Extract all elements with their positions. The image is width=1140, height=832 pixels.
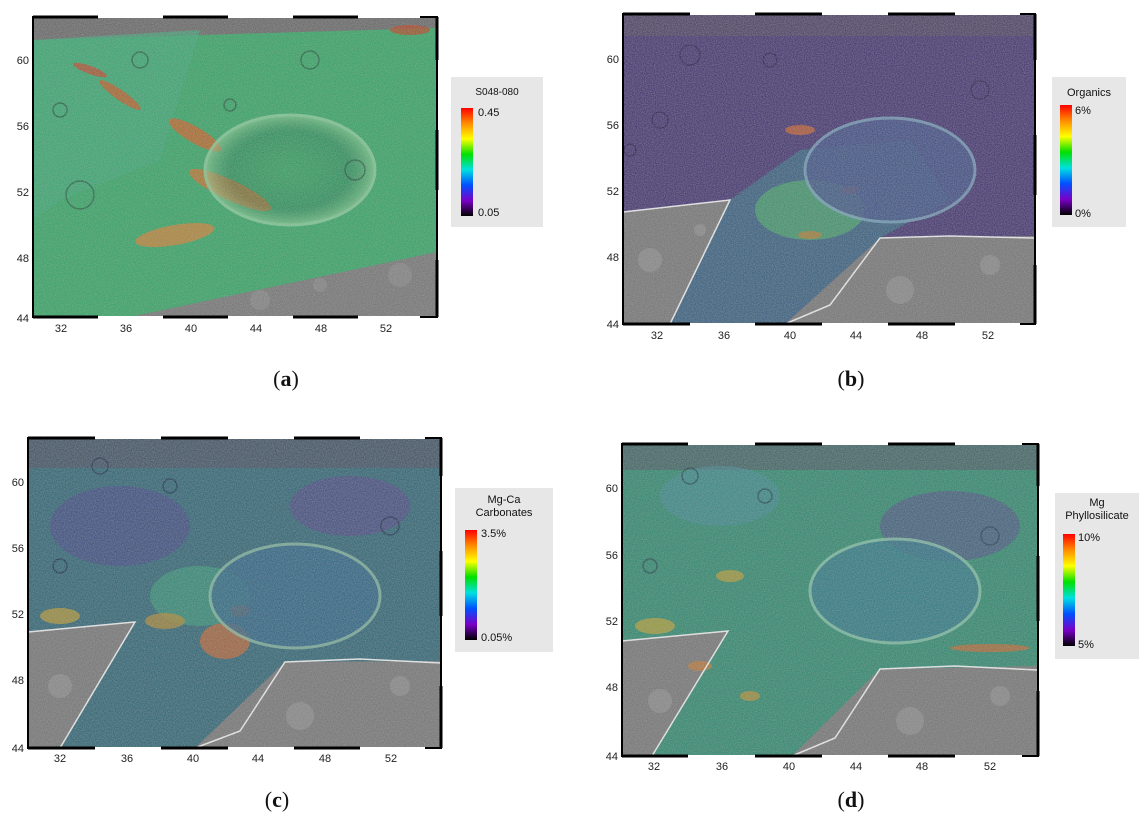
x-tick: 52 bbox=[982, 330, 994, 342]
panel-d: 32 36 40 44 48 52 60 56 52 48 44 Mg Phyl… bbox=[570, 416, 1140, 832]
y-tick: 56 bbox=[17, 121, 29, 133]
x-tick: 40 bbox=[185, 323, 197, 335]
x-tick: 40 bbox=[187, 753, 199, 765]
y-tick: 60 bbox=[12, 477, 24, 489]
x-tick: 40 bbox=[783, 761, 795, 773]
legend-max-label: 0.45 bbox=[478, 107, 500, 119]
legend-title: Mg-Ca bbox=[487, 494, 521, 506]
legend-title: Mg bbox=[1089, 497, 1105, 509]
colorbar bbox=[1060, 105, 1072, 215]
y-tick: 56 bbox=[12, 543, 24, 555]
x-tick: 36 bbox=[718, 330, 730, 342]
y-tick: 52 bbox=[17, 187, 29, 199]
y-tick: 48 bbox=[607, 252, 619, 264]
panel-caption: (a) bbox=[273, 366, 299, 391]
x-tick: 48 bbox=[315, 323, 327, 335]
x-tick: 52 bbox=[380, 323, 392, 335]
legend-min-label: 0.05 bbox=[478, 207, 500, 219]
y-tick: 52 bbox=[607, 186, 619, 198]
y-tick: 60 bbox=[607, 54, 619, 66]
colorbar bbox=[465, 530, 477, 640]
legend-b: Organics 6% 0% bbox=[1052, 77, 1126, 227]
x-tick: 36 bbox=[121, 753, 133, 765]
legend-min-label: 0% bbox=[1075, 208, 1091, 220]
legend-title: Phyllosilicate bbox=[1065, 510, 1129, 522]
map-b[interactable]: 32 36 40 44 48 52 60 56 52 48 44 bbox=[570, 0, 1140, 416]
x-tick: 48 bbox=[916, 761, 928, 773]
y-tick: 60 bbox=[606, 483, 618, 495]
panel-caption: (b) bbox=[837, 366, 865, 391]
y-tick: 56 bbox=[607, 120, 619, 132]
legend-max-label: 3.5% bbox=[481, 528, 507, 540]
colorbar bbox=[1063, 534, 1075, 646]
x-tick: 44 bbox=[252, 753, 264, 765]
x-tick: 32 bbox=[651, 330, 663, 342]
y-tick: 56 bbox=[606, 550, 618, 562]
x-tick: 32 bbox=[54, 753, 66, 765]
y-tick: 44 bbox=[607, 319, 619, 331]
legend-title: S048-080 bbox=[475, 87, 519, 98]
panel-c: 32 36 40 44 48 52 60 56 52 48 44 Mg-Ca C… bbox=[0, 416, 570, 832]
x-tick: 32 bbox=[648, 761, 660, 773]
y-tick: 48 bbox=[17, 253, 29, 265]
y-tick: 52 bbox=[12, 609, 24, 621]
y-tick: 44 bbox=[17, 313, 29, 325]
x-tick: 48 bbox=[319, 753, 331, 765]
y-tick: 48 bbox=[606, 682, 618, 694]
legend-c: Mg-Ca Carbonates 3.5% 0.05% bbox=[455, 488, 553, 652]
y-tick: 52 bbox=[606, 616, 618, 628]
x-tick: 44 bbox=[850, 761, 862, 773]
legend-max-label: 10% bbox=[1078, 532, 1101, 544]
map-c[interactable]: 32 36 40 44 48 52 60 56 52 48 44 bbox=[0, 416, 570, 832]
x-tick: 52 bbox=[984, 761, 996, 773]
legend-min-label: 0.05% bbox=[481, 632, 513, 644]
x-tick: 32 bbox=[55, 323, 67, 335]
x-tick: 40 bbox=[784, 330, 796, 342]
map-d[interactable]: 32 36 40 44 48 52 60 56 52 48 44 bbox=[570, 416, 1140, 832]
legend-min-label: 5% bbox=[1078, 639, 1094, 651]
panel-a: 32 36 40 44 48 52 60 56 52 48 44 S048-08… bbox=[0, 0, 570, 416]
legend-a: S048-080 0.45 0.05 bbox=[451, 77, 543, 227]
panel-caption: (d) bbox=[837, 787, 865, 812]
x-tick: 36 bbox=[120, 323, 132, 335]
legend-d: Mg Phyllosilicate 10% 5% bbox=[1055, 493, 1139, 659]
x-tick: 44 bbox=[250, 323, 262, 335]
y-tick: 48 bbox=[12, 675, 24, 687]
colorbar bbox=[461, 108, 473, 216]
panel-caption: (c) bbox=[264, 787, 290, 812]
legend-max-label: 6% bbox=[1075, 105, 1091, 117]
y-tick: 60 bbox=[17, 55, 29, 67]
map-a[interactable]: 32 36 40 44 48 52 60 56 52 48 44 bbox=[0, 0, 570, 416]
x-tick: 48 bbox=[916, 330, 928, 342]
x-tick: 44 bbox=[850, 330, 862, 342]
y-tick: 44 bbox=[606, 751, 618, 763]
legend-title: Organics bbox=[1066, 87, 1112, 99]
legend-title: Carbonates bbox=[475, 507, 533, 519]
y-tick: 44 bbox=[12, 743, 24, 755]
panel-b: 32 36 40 44 48 52 60 56 52 48 44 Organic… bbox=[570, 0, 1140, 416]
x-tick: 36 bbox=[716, 761, 728, 773]
x-tick: 52 bbox=[385, 753, 397, 765]
